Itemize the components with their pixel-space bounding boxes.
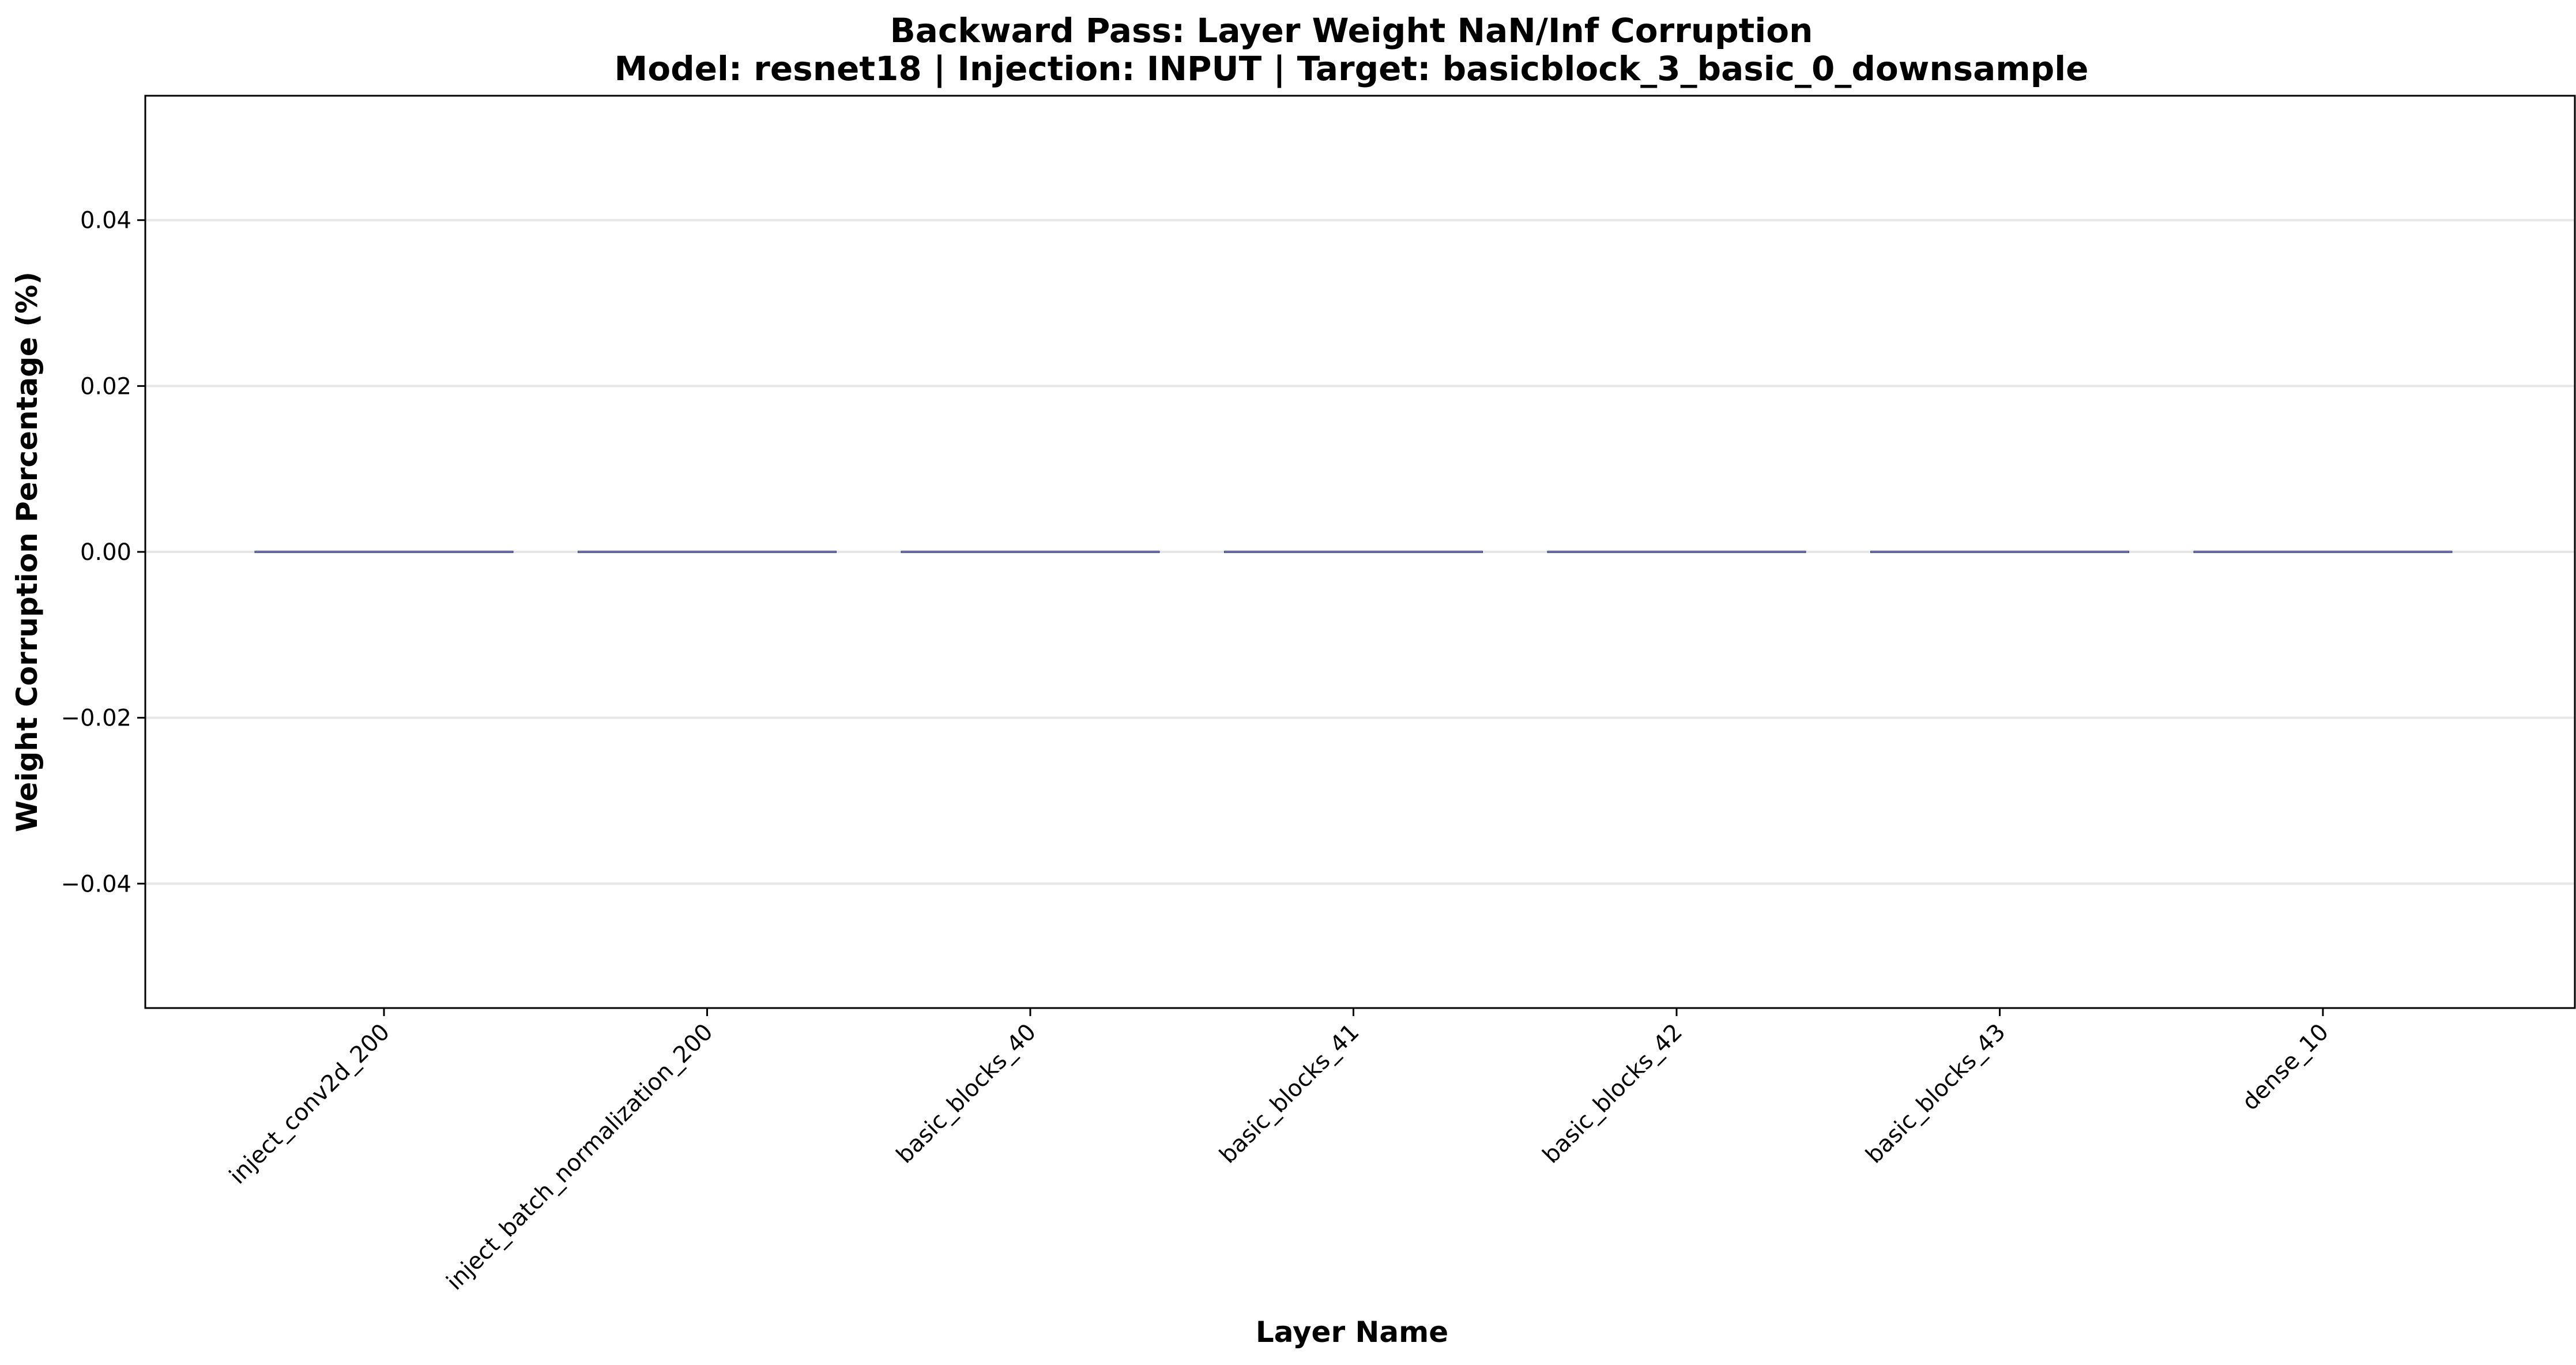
bar <box>578 551 837 553</box>
y-tick-label: 0.04 <box>80 208 131 234</box>
x-axis-label: Layer Name <box>1256 1315 1448 1349</box>
bar <box>254 551 514 553</box>
y-axis-label: Weight Corruption Percentage (%) <box>10 272 44 832</box>
bar <box>1224 551 1483 553</box>
x-tick-label: dense_10 <box>2237 1019 2334 1116</box>
y-tick-label: 0.00 <box>80 539 131 566</box>
chart-subtitle: Model: resnet18 | Injection: INPUT | Tar… <box>615 49 2089 88</box>
x-tick-label: basic_blocks_42 <box>1538 1019 1688 1169</box>
bar <box>901 551 1160 553</box>
bar <box>1870 551 2129 553</box>
y-tick-label: −0.04 <box>61 871 131 897</box>
chart-title: Backward Pass: Layer Weight NaN/Inf Corr… <box>890 11 1813 50</box>
x-tick-label: basic_blocks_43 <box>1861 1019 2011 1169</box>
bar <box>1547 551 1806 553</box>
x-tick-label: inject_batch_normalization_200 <box>442 1019 718 1296</box>
y-axis-ticks: 0.04 0.02 0.00 −0.02 −0.04 <box>61 208 145 897</box>
bar <box>2193 551 2453 553</box>
bars <box>254 551 2453 553</box>
y-tick-label: 0.02 <box>80 373 131 400</box>
x-tick-label: inject_conv2d_200 <box>224 1019 395 1190</box>
x-tick-label: basic_blocks_41 <box>1215 1019 1365 1169</box>
y-tick-label: −0.02 <box>61 705 131 732</box>
x-axis-ticks: inject_conv2d_200 inject_batch_normalizat… <box>224 1008 2334 1295</box>
x-tick-label: basic_blocks_40 <box>891 1019 1041 1169</box>
